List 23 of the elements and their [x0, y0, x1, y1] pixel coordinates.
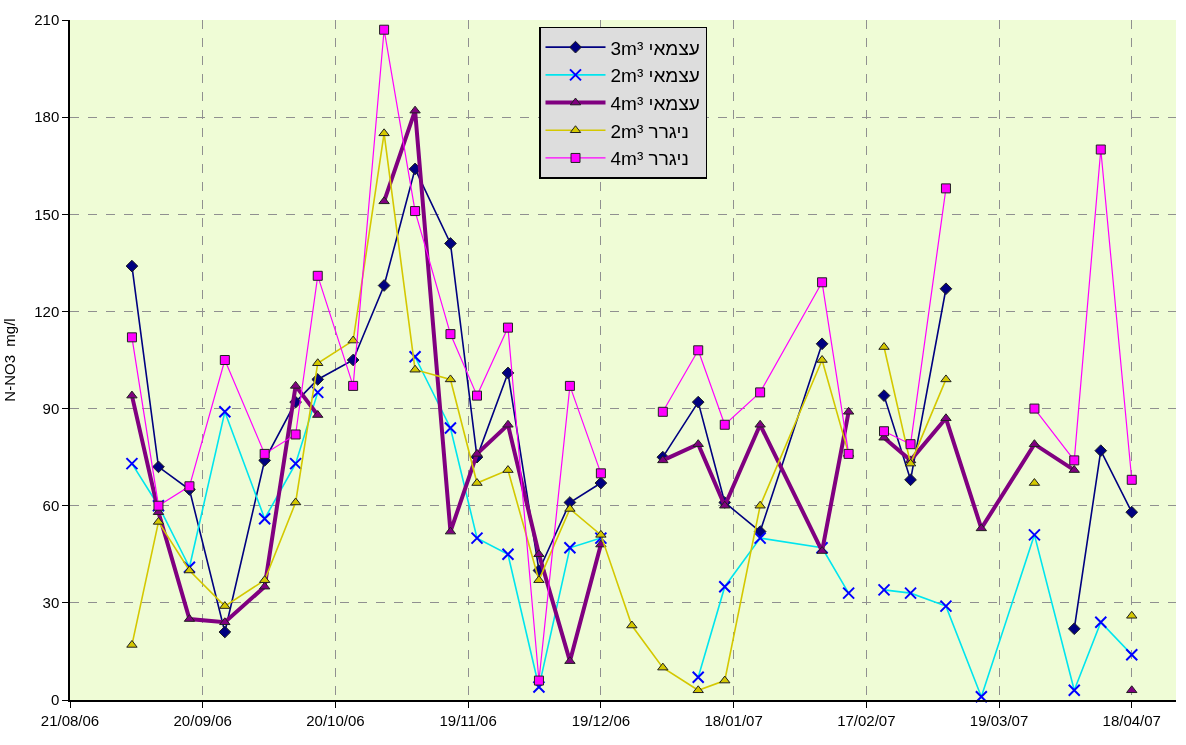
x-tick-label: 19/11/06: [439, 711, 497, 729]
y-tick-label: 90: [42, 399, 60, 417]
legend-label: 4m³ עצמאי: [610, 92, 700, 114]
x-tick-label: 17/02/07: [837, 711, 896, 729]
y-tick-label: 120: [34, 302, 60, 320]
legend-label: 2m³ ניגרר: [610, 120, 689, 142]
x-tick-label: 18/04/07: [1102, 711, 1161, 729]
y-tick-label: 60: [42, 496, 60, 514]
y-tick-label: 180: [34, 108, 60, 126]
y-tick-label: 150: [34, 205, 60, 223]
x-tick-label: 19/03/07: [969, 711, 1029, 729]
y-tick-label: 210: [34, 11, 60, 29]
legend-label: 2m³ עצמאי: [610, 65, 700, 87]
legend-label: 3m³ עצמאי: [610, 37, 700, 59]
x-tick-label: 20/10/06: [306, 711, 365, 729]
y-axis-title: N-NO3 mg/l: [0, 318, 18, 402]
x-tick-label: 19/12/06: [571, 711, 631, 729]
x-tick-label: 21/08/06: [40, 711, 100, 729]
y-tick-label: 0: [50, 691, 60, 709]
x-tick-label: 18/01/07: [704, 711, 763, 729]
legend-label: 4m³ ניגרר: [610, 148, 689, 170]
x-tick-label: 20/09/06: [173, 711, 232, 729]
y-tick-label: 30: [42, 594, 60, 612]
